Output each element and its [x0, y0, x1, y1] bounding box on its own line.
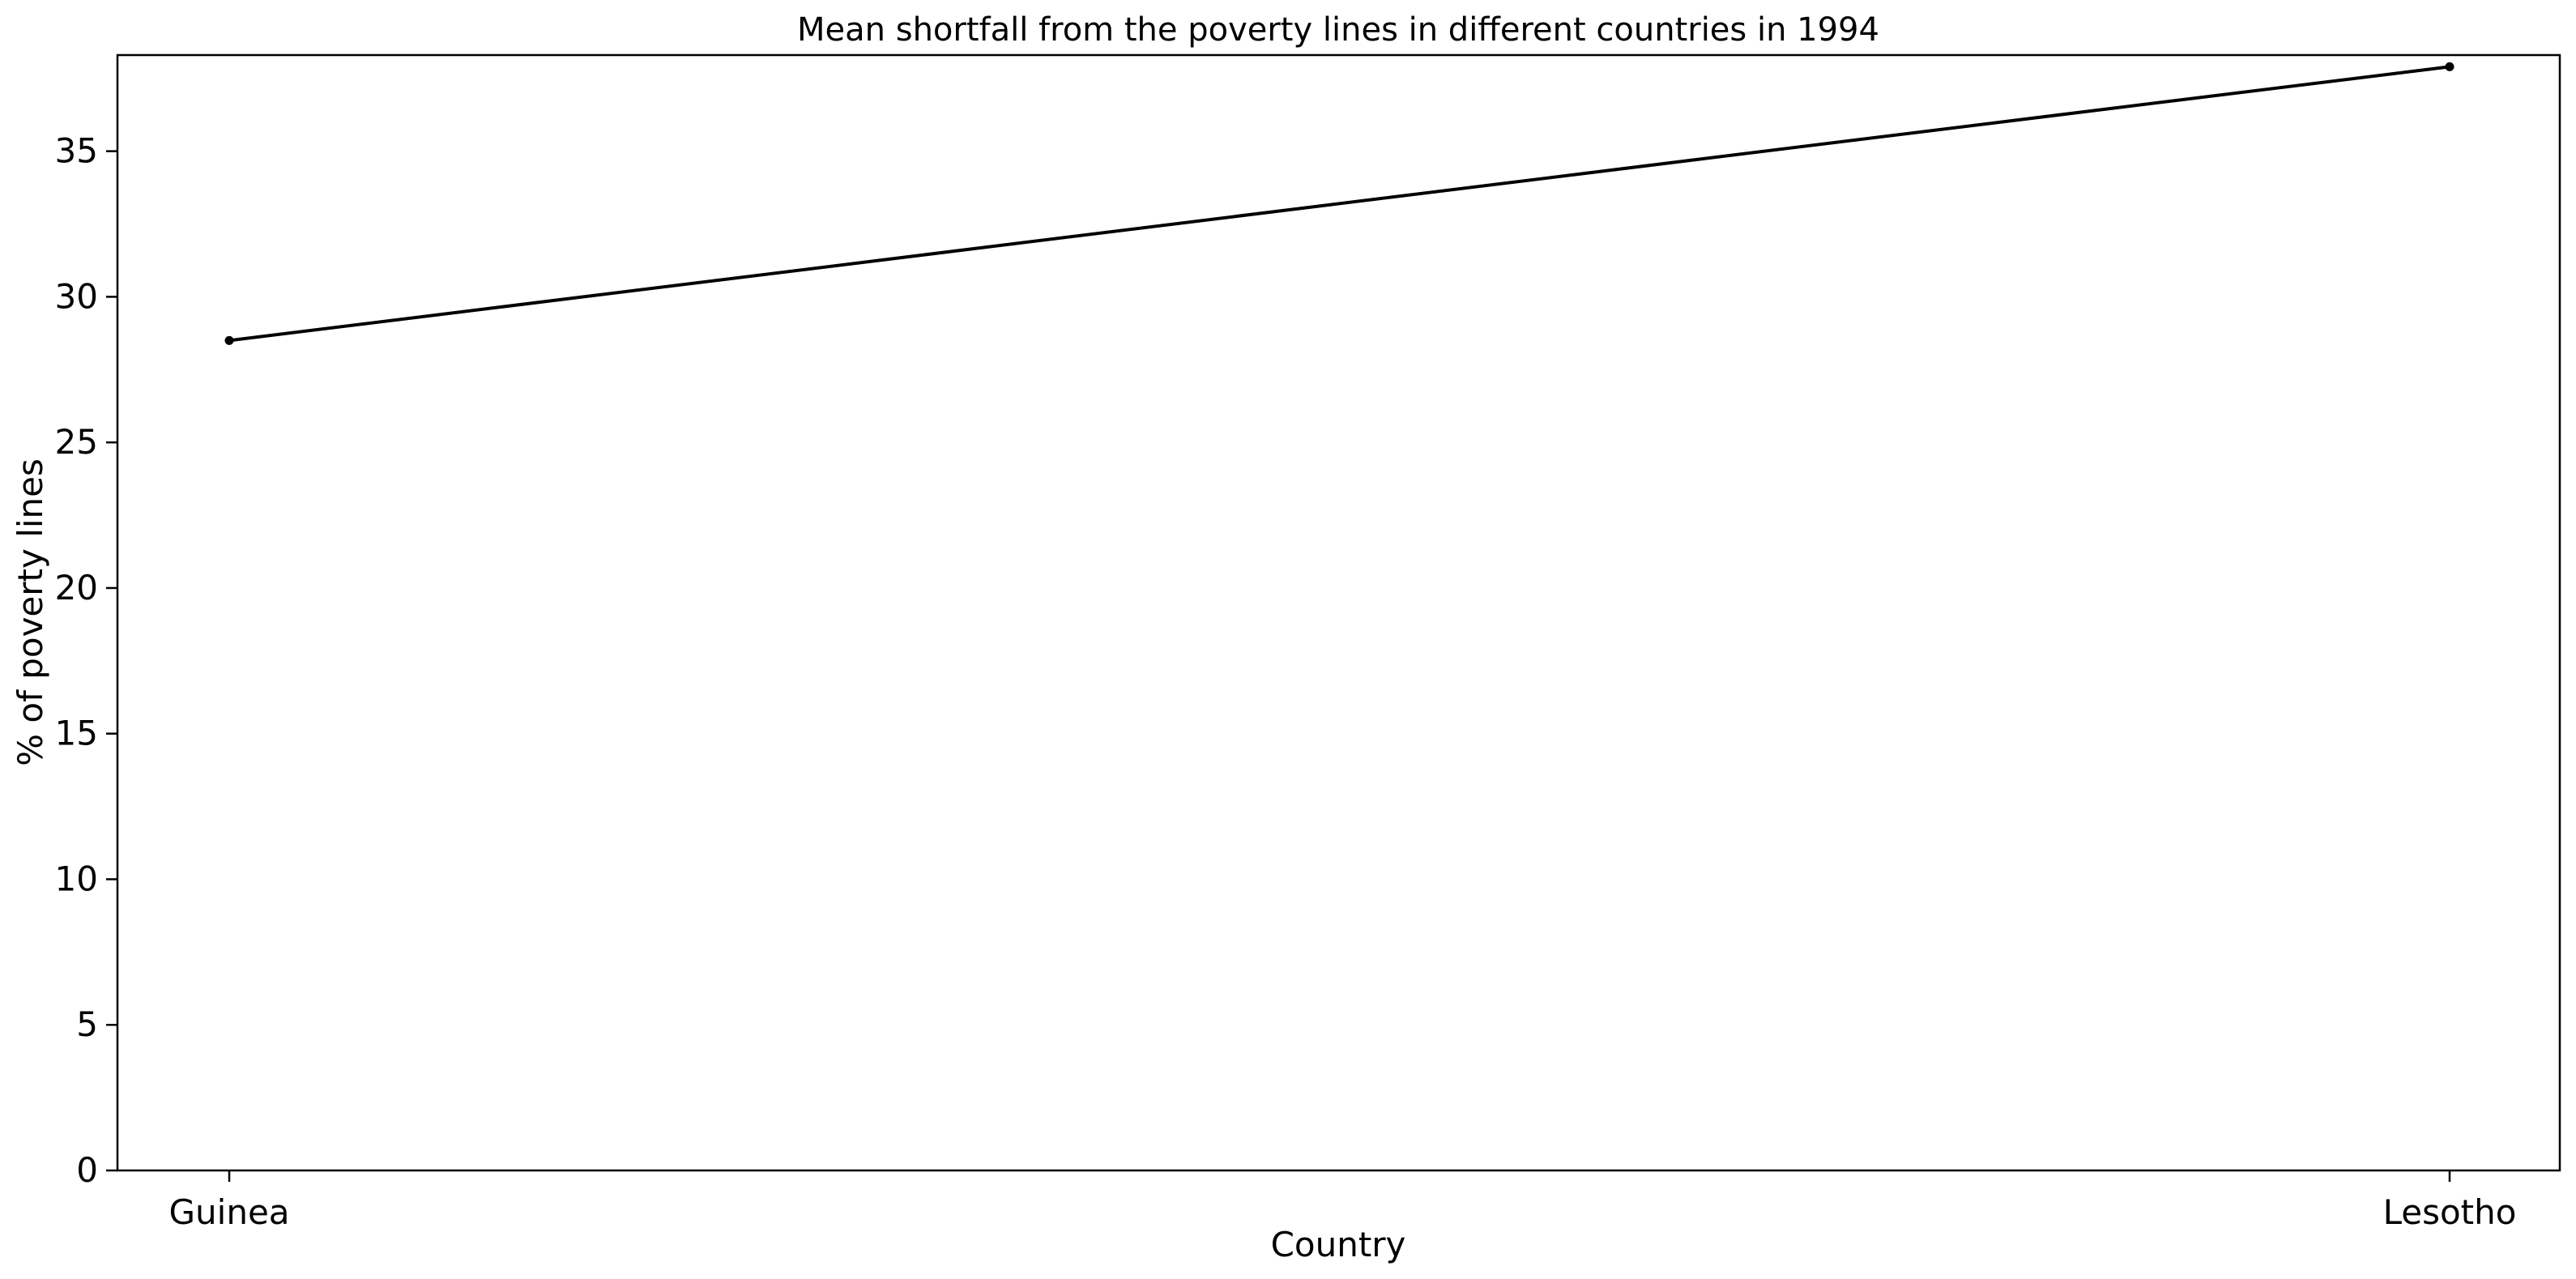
y-tick-label: 30: [55, 276, 98, 316]
plot-area-frame: [116, 53, 2561, 1172]
y-tick-label: 15: [55, 714, 98, 753]
y-axis-label: % of poverty lines: [11, 458, 50, 766]
x-axis-ticks: Guinea Lesotho: [168, 1170, 2516, 1232]
series-line: [228, 65, 2450, 343]
x-tick-label: Guinea: [168, 1192, 289, 1232]
series-layer: [224, 62, 2454, 345]
y-tick-label: 0: [76, 1150, 98, 1190]
y-tick-label: 10: [55, 859, 98, 898]
y-tick-label: 20: [55, 568, 98, 608]
y-axis-ticks: 0 5 10 15 20 25 30 35: [55, 131, 117, 1190]
chart-title: Mean shortfall from the poverty lines in…: [797, 11, 1879, 49]
data-point: [2445, 62, 2454, 71]
y-tick-label: 35: [55, 131, 98, 171]
x-axis-label: Country: [1271, 1225, 1406, 1264]
x-tick-label: Lesotho: [2383, 1192, 2517, 1232]
y-tick-label: 25: [55, 422, 98, 462]
data-point: [224, 335, 234, 345]
y-tick-label: 5: [76, 1004, 98, 1044]
